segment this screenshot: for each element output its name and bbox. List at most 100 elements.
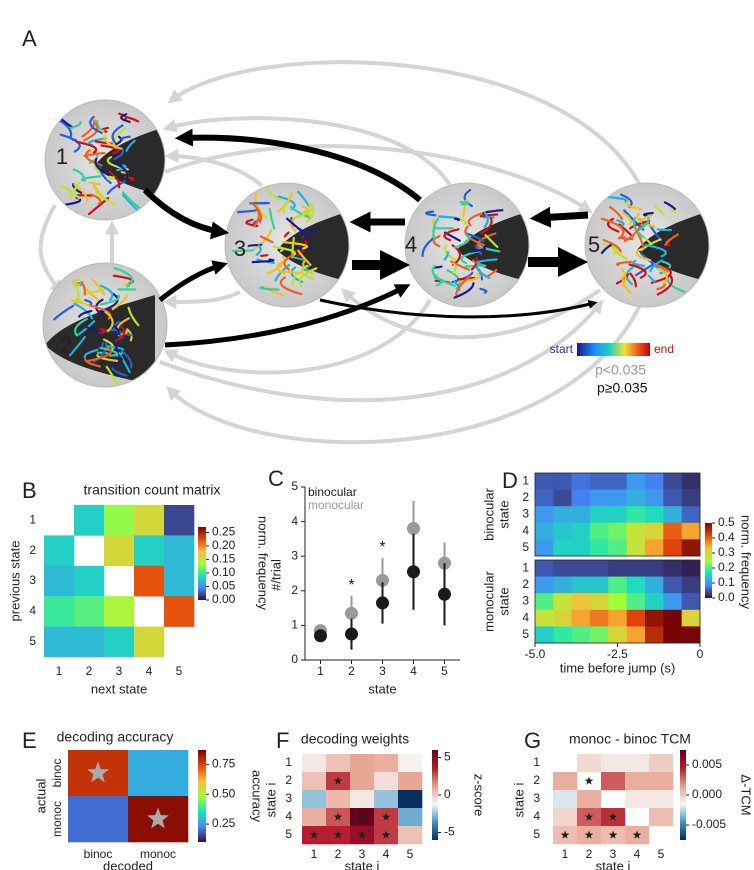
trajectory [635,247,652,262]
heatmap-cell [590,626,609,644]
y-tick-label: monoc [50,801,64,837]
heatmap-cell [164,565,195,597]
x-tick-label: 1 [56,664,63,678]
y-tick-label: 0 [291,652,298,666]
trajectory [632,216,645,239]
panel-label: F [276,728,289,753]
x-tick-label: 1 [562,847,569,861]
gray-arrows [38,60,642,445]
trajectory [631,259,646,267]
heatmap-cell [164,535,195,567]
y-axis-label: state i [511,783,526,818]
trajectory [482,209,504,215]
heatmap-cell [601,772,626,791]
point [345,606,358,620]
significance-star [584,830,594,839]
trajectory [69,335,86,357]
heatmap-cell [571,609,591,627]
significance-star [608,812,618,821]
trajectory [295,246,313,250]
trajectory [432,235,441,248]
image-border [404,182,530,308]
heatmap-cell [608,609,627,627]
y-tick-label: 4 [285,809,292,823]
heatmap-cell [104,535,135,567]
heatmap-cell [681,560,701,577]
heatmap-cell [645,522,664,540]
x-tick-label: -2.5 [607,647,628,661]
trajectory [453,234,470,249]
mouse [457,200,529,290]
trajectory [127,306,140,327]
colorbar-tick-label: -0.005 [692,817,726,831]
heatmap-cell [608,560,627,577]
panel-label: E [22,728,37,753]
trajectory [443,251,449,261]
trajectory [634,262,656,277]
state-node-label: 4 [405,232,417,257]
significance-star [147,807,169,829]
heatmap-cell [374,790,399,809]
trajectory [476,258,498,265]
x-tick-label: 5 [441,664,448,678]
heatmap-cell [535,560,554,577]
trajectory [443,244,457,262]
trajectory [107,175,116,181]
heatmap-cell [553,576,572,594]
trajectory [251,258,275,264]
trajectory [615,260,633,267]
heatmap-cell [649,754,674,773]
image-border [224,182,350,308]
heatmap-cell [553,473,572,490]
x-tick-label: monoc [140,847,176,861]
trajectory [607,217,620,233]
heatmap-cell [590,506,609,524]
trajectory [650,266,672,284]
trajectory [656,274,674,296]
trajectory [290,205,312,220]
y-axis-label: previous state [7,541,22,622]
trajectory [285,217,304,233]
trajectory [88,181,102,186]
trajectory [450,260,471,271]
trajectory [636,213,656,228]
heatmap-cell [535,593,554,611]
y-tick-label: 4 [522,523,529,537]
heatmap-cell [645,609,664,627]
trajectory [111,124,124,144]
y-tick-label: 2 [522,577,529,591]
trajectory [647,274,656,283]
y-tick-label: 5 [285,827,292,841]
significance-star [333,776,343,785]
colorbar-tick-label: 0.005 [692,757,722,771]
trajectory [83,122,99,142]
trajectory [108,170,121,189]
trajectory [95,120,102,131]
heatmap-cell [649,772,674,791]
trajectory [629,272,637,288]
colorbar-tick-label: 0.20 [212,538,236,552]
y-tick-label: 5 [29,634,36,648]
trajectory [301,205,310,213]
trajectory [120,113,131,123]
trajectory [255,244,262,256]
heatmap-cell [44,596,75,627]
colorbar-tick-label: 0.25 [212,816,236,830]
heatmap-cell [164,596,195,627]
panel-label: B [22,478,37,503]
trajectory [98,164,112,185]
y-tick-label: 3 [285,791,292,805]
colorbar-tick-label: 0.10 [212,565,236,579]
y-tick-label: 2 [29,543,36,557]
colorbar-tick-label: 0.5 [718,515,735,529]
heatmap-cell [681,539,701,557]
trajectory [112,135,123,147]
trajectory [81,175,102,182]
trajectory [99,294,120,306]
trajectory [89,115,103,134]
x-axis-label: state j [345,858,380,870]
point [438,587,451,601]
trajectory [463,188,473,208]
heatmap-cell [626,609,646,627]
trajectory [425,210,437,217]
